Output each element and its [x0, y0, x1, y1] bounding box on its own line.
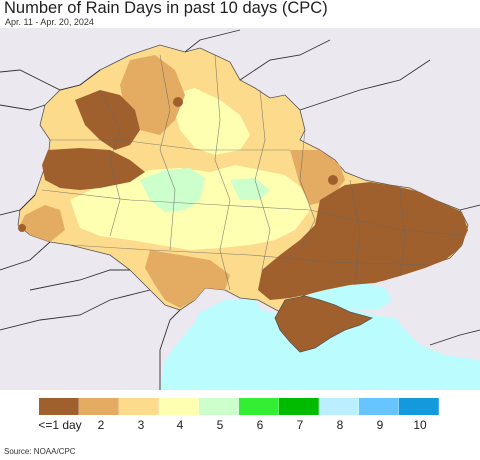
- legend-label-2: 2: [97, 418, 105, 432]
- legend-swatch-5: [199, 398, 239, 415]
- zone-1-day-spot-2: [328, 175, 338, 185]
- zone-5-days: [140, 168, 205, 212]
- legend-label-6: 6: [256, 418, 264, 432]
- legend-swatch-3: [119, 398, 159, 415]
- zone-1-day-east: [258, 182, 468, 300]
- map-title: Number of Rain Days in past 10 days (CPC…: [4, 0, 328, 17]
- zone-1-day-spot-3: [18, 224, 26, 232]
- legend-color-bar: [39, 398, 439, 415]
- legend-label-3: 3: [137, 418, 145, 432]
- zone-1-day-northwest: [75, 90, 140, 150]
- country-borders: [0, 29, 480, 390]
- zone-2-days-south: [145, 250, 230, 308]
- zone-5-days-east: [230, 178, 270, 200]
- legend-label-7: 7: [296, 418, 304, 432]
- zone-2-days-west: [20, 205, 65, 242]
- legend-label-1: <=1 day: [38, 418, 82, 432]
- legend-swatch-2: [79, 398, 119, 415]
- legend-label-5: 5: [216, 418, 224, 432]
- zone-2-days-east: [290, 150, 345, 205]
- legend-label-10: 10: [413, 418, 427, 432]
- legend-swatch-10: [399, 398, 439, 415]
- legend-label-9: 9: [376, 418, 384, 432]
- zone-1-day-spot-1: [173, 97, 183, 107]
- legend-swatch-8: [319, 398, 359, 415]
- legend-swatch-6: [239, 398, 279, 415]
- legend-label-4: 4: [176, 418, 184, 432]
- legend-label-8: 8: [336, 418, 344, 432]
- zone-4-days-north: [170, 88, 250, 155]
- legend-swatch-1: [39, 398, 79, 415]
- oblast-boundaries: [41, 54, 463, 291]
- legend-swatch-7: [279, 398, 319, 415]
- legend-swatch-4: [159, 398, 199, 415]
- legend-labels: <=1 day 2 3 4 5 6 7 8 9 10: [0, 418, 480, 434]
- zone-1-day-west: [42, 148, 145, 190]
- rain-days-map: [0, 28, 480, 390]
- map-subtitle: Apr. 11 - Apr. 20, 2024: [5, 17, 94, 27]
- source-credit: Source: NOAA/CPC: [4, 447, 76, 456]
- legend-swatch-9: [359, 398, 399, 415]
- crimea: [274, 295, 374, 353]
